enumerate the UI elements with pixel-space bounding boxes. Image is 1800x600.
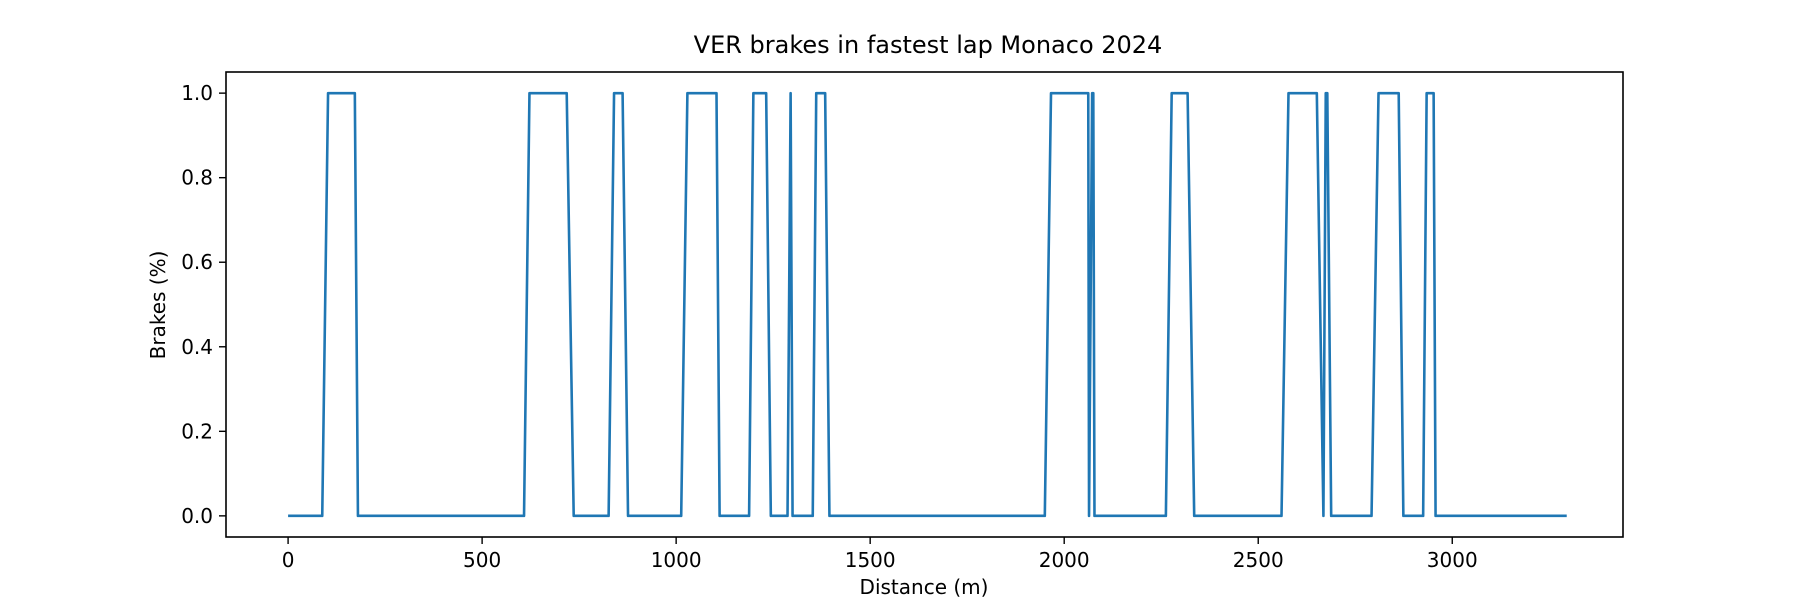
x-tick-label: 1500 xyxy=(845,548,896,572)
x-tick-label: 3000 xyxy=(1427,548,1478,572)
plot-area-frame xyxy=(225,71,1624,538)
y-axis-ticks: 0.0 0.2 0.4 0.6 0.8 1.0 xyxy=(181,81,226,528)
y-tick-label: 1.0 xyxy=(181,81,213,105)
x-tick-label: 2000 xyxy=(1039,548,1090,572)
x-tick-label: 1000 xyxy=(651,548,702,572)
y-tick-label: 0.8 xyxy=(181,166,213,190)
x-axis-label: Distance (m) xyxy=(860,575,989,599)
y-tick-label: 0.4 xyxy=(181,335,213,359)
y-axis-label: Brakes (%) xyxy=(146,251,170,360)
brakes-series-line xyxy=(288,91,1567,518)
y-tick-label: 0.6 xyxy=(181,250,213,274)
y-tick-label: 0.0 xyxy=(181,504,213,528)
x-tick-label: 0 xyxy=(282,548,295,572)
y-tick-label: 0.2 xyxy=(181,419,213,443)
x-axis-ticks: 0 500 1000 1500 2000 2500 3000 xyxy=(282,537,1478,572)
x-tick-label: 500 xyxy=(463,548,501,572)
chart-title: VER brakes in fastest lap Monaco 2024 xyxy=(694,31,1163,59)
x-tick-label: 2500 xyxy=(1233,548,1284,572)
